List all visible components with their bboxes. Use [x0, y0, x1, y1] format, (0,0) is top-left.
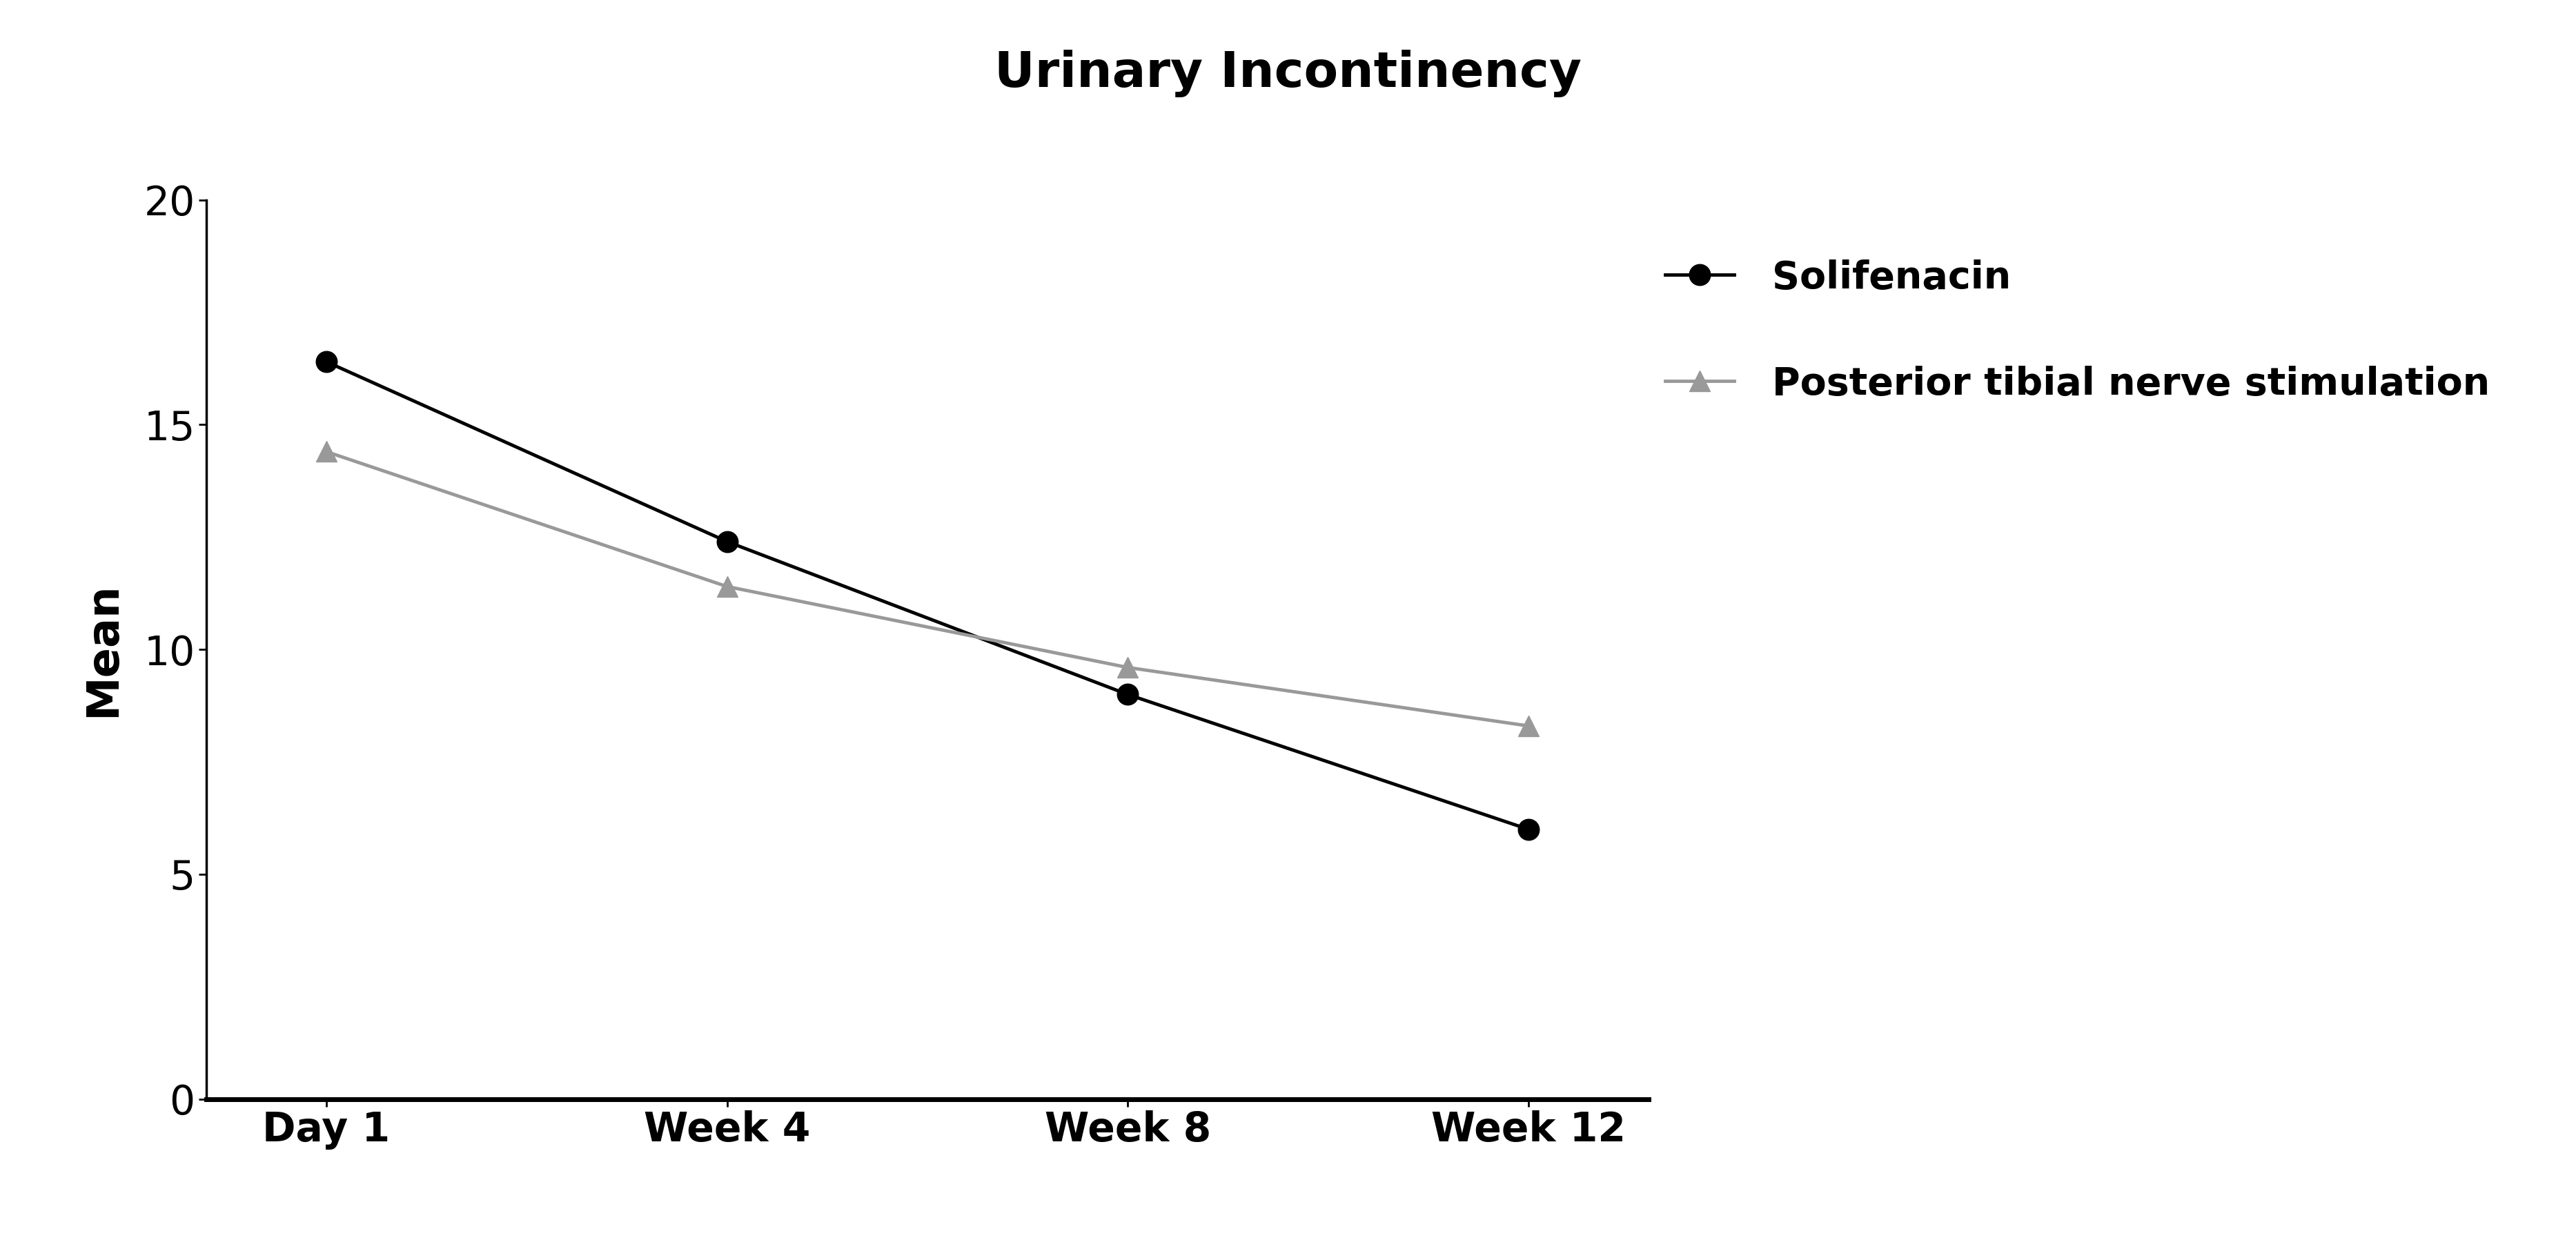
Y-axis label: Mean: Mean: [82, 582, 124, 717]
Legend: Solifenacin, Posterior tibial nerve stimulation: Solifenacin, Posterior tibial nerve stim…: [1649, 244, 2506, 418]
Text: Urinary Incontinency: Urinary Incontinency: [994, 50, 1582, 97]
